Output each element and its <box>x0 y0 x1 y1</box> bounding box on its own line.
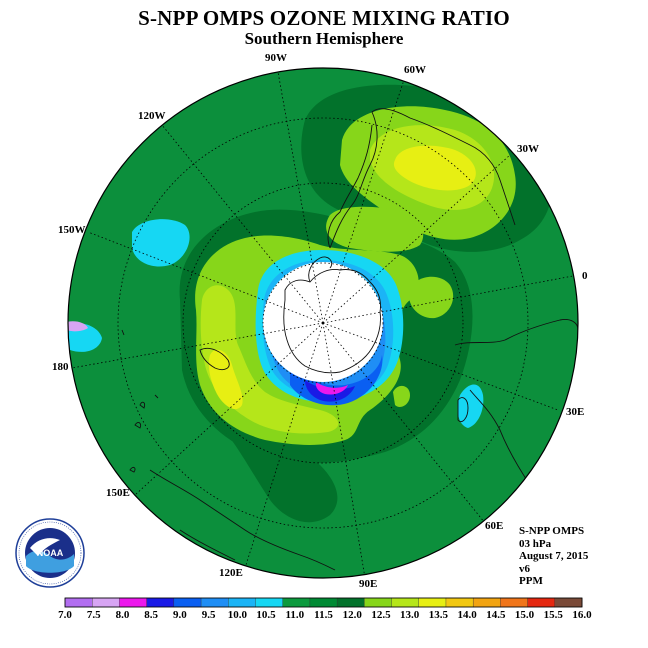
contour-11-patch-30e <box>457 384 484 428</box>
colorbar-swatch <box>228 597 256 608</box>
south-america-coast <box>329 108 516 249</box>
colorbar-swatch <box>119 597 148 608</box>
contour-13_5-northeast <box>393 145 476 191</box>
info-date: August 7, 2015 <box>519 550 589 562</box>
colorbar-tick-label: 15.5 <box>544 609 564 621</box>
colorbar-swatch <box>336 597 365 608</box>
info-level: 03 hPa <box>519 537 552 550</box>
info-units: PPM <box>519 575 543 587</box>
colorbar-tick-label: 14.5 <box>486 609 506 621</box>
islands-coast <box>121 329 159 473</box>
map-border <box>67 67 579 579</box>
lon-label-60w: 60W <box>404 64 426 76</box>
colorbar-tick-label: 13.0 <box>400 609 420 621</box>
latitude-lines <box>117 117 529 529</box>
lon-label-30w: 30W <box>517 143 539 155</box>
info-instrument: S-NPP OMPS <box>519 525 585 537</box>
contour-12_5-east <box>409 276 454 319</box>
colorbar-outline <box>64 597 583 608</box>
colorbar-tick-label: 7.5 <box>87 609 101 621</box>
new-zealand-coast <box>199 347 230 371</box>
contour-12_5-east-small <box>393 385 410 407</box>
chart-subtitle: Southern Hemisphere <box>244 29 404 48</box>
colorbar-swatch <box>472 597 501 608</box>
south-america-west <box>327 124 373 249</box>
lon-label-150w: 150W <box>58 224 86 236</box>
longitude-labels: 90W 60W 120W 30W 150W 0 180 30E 150E 60E… <box>52 52 588 590</box>
colorbar-swatch <box>92 597 120 608</box>
colorbar-tick-label: 12.0 <box>343 609 363 621</box>
africa-east <box>469 389 531 486</box>
colorbar-swatch <box>527 597 556 608</box>
contour-13_5-west <box>208 349 243 410</box>
madagascar-coast <box>457 397 469 423</box>
lon-label-0: 0 <box>582 270 588 282</box>
colorbar-tick-label: 10.0 <box>228 609 248 621</box>
colorbar-swatch <box>282 597 311 608</box>
colorbar-swatch <box>364 597 393 608</box>
meridian-lines <box>71 71 578 578</box>
coastlines <box>121 108 578 571</box>
noaa-logo-text: NOAA <box>37 548 64 558</box>
antarctica-coast <box>283 269 381 374</box>
lon-label-120e: 120E <box>219 567 243 579</box>
colorbar-tick-label: 12.5 <box>371 609 391 621</box>
africa-coast <box>454 319 578 346</box>
map-disc <box>68 68 578 578</box>
contour-12-southwest <box>215 420 338 523</box>
contour-10_5-edge-180 <box>68 321 88 332</box>
chart-title: S-NPP OMPS OZONE MIXING RATIO <box>138 6 510 30</box>
colorbar-swatch <box>445 597 474 608</box>
lon-label-180: 180 <box>52 361 69 373</box>
colorbar-swatch <box>554 597 583 608</box>
contour-8-vortex <box>315 382 348 395</box>
colorbar-tick-label: 8.5 <box>144 609 158 621</box>
colorbar-tick-label: 13.5 <box>429 609 449 621</box>
contour-12_5-bridge <box>326 206 424 252</box>
colorbar-tick-label: 10.5 <box>256 609 276 621</box>
lon-label-150e: 150E <box>106 487 130 499</box>
colorbar-tick-label: 15.0 <box>515 609 535 621</box>
lon-label-90e: 90E <box>359 578 377 590</box>
lon-label-30e: 30E <box>566 406 584 418</box>
colorbar-swatch <box>391 597 420 608</box>
colorbar: 7.0 7.5 8.0 8.5 9.0 9.5 10.0 10.5 11.0 11.5 12.0 12… <box>58 597 592 621</box>
colorbar-tick-label: 7.0 <box>58 609 72 621</box>
colorbar-swatch <box>500 597 529 608</box>
product-info: S-NPP OMPS 03 hPa August 7, 2015 v6 PPM <box>519 525 588 588</box>
colorbar-swatch <box>309 597 338 608</box>
colorbar-tick-label: 9.5 <box>202 609 216 621</box>
colorbar-tick-label: 14.0 <box>457 609 477 621</box>
colorbar-swatch <box>200 597 229 608</box>
colorbar-tick-label: 9.0 <box>173 609 187 621</box>
noaa-logo: NOAA <box>15 518 85 588</box>
colorbar-tick-label: 8.0 <box>116 609 130 621</box>
colorbar-tick-label: 11.5 <box>314 609 333 621</box>
lon-label-120w: 120W <box>138 110 166 122</box>
colorbar-swatch <box>64 597 93 608</box>
colorbar-tick-label: 11.0 <box>285 609 304 621</box>
colorbar-swatch <box>418 597 447 608</box>
colorbar-swatch <box>173 597 202 608</box>
lon-label-60e: 60E <box>485 520 503 532</box>
antarctic-peninsula <box>308 256 333 283</box>
lon-label-90w: 90W <box>265 52 287 64</box>
info-version: v6 <box>519 562 530 575</box>
colorbar-swatch <box>255 597 284 608</box>
colorbar-swatch <box>146 597 175 608</box>
colorbar-tick-label: 16.0 <box>572 609 592 621</box>
australia-coast <box>149 469 336 571</box>
australia-south <box>179 529 236 561</box>
pole-marker <box>321 321 325 325</box>
